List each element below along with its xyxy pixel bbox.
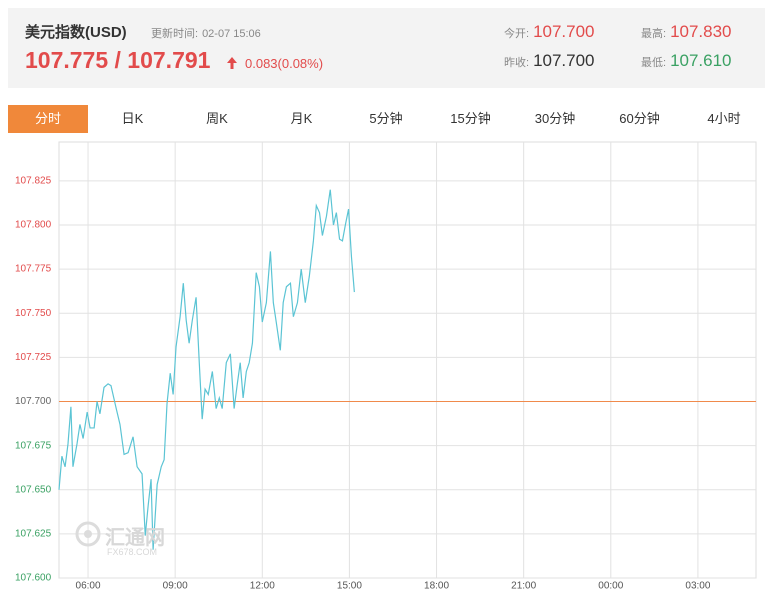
price: 107.775 / 107.791	[25, 47, 211, 73]
tab[interactable]: 5分钟	[369, 111, 403, 126]
title: 美元指数(USD)	[25, 24, 127, 41]
watermark-site: FX678.COM	[107, 547, 158, 557]
plot-frame	[58, 141, 757, 579]
tab[interactable]: 60分钟	[619, 111, 660, 126]
y-tick-label: 107.675	[15, 440, 52, 451]
stat-label: 昨收:	[504, 57, 530, 69]
price-line	[58, 189, 355, 550]
update-label: 更新时间:	[151, 28, 199, 40]
tab[interactable]: 月K	[290, 111, 313, 126]
watermark-logo	[75, 521, 101, 547]
x-tick-label: 03:00	[685, 581, 710, 592]
x-tick-label: 00:00	[598, 581, 623, 592]
x-tick-label: 09:00	[163, 581, 188, 592]
x-tick-label: 18:00	[424, 581, 449, 592]
stat-value: 107.830	[670, 22, 732, 41]
y-tick-label: 107.825	[15, 175, 52, 186]
up-arrow	[227, 57, 237, 69]
stat-value: 107.610	[670, 51, 732, 70]
stat: 昨收: 107.700	[504, 51, 595, 71]
x-tick-label: 06:00	[76, 581, 101, 592]
stat: 今开: 107.700	[504, 22, 595, 42]
watermark-name: 汇通网	[105, 527, 165, 549]
tab[interactable]: 分时	[8, 105, 88, 133]
stat: 最高: 107.830	[641, 22, 732, 42]
x-tick-label: 15:00	[337, 581, 362, 592]
y-tick-label: 107.750	[15, 308, 52, 319]
stat-value: 107.700	[533, 51, 595, 70]
tab-bar: 分时 日K 周K 月K 5分钟 15分钟 30分钟 60分钟 4小时	[8, 105, 765, 133]
stat-value: 107.700	[533, 22, 595, 41]
update-info: 更新时间: 02-07 15:06	[151, 25, 261, 41]
y-tick-label: 107.650	[15, 484, 52, 495]
watermark: 汇通网 FX678.COM	[75, 521, 165, 557]
x-tick-label: 21:00	[511, 581, 536, 592]
stat: 最低: 107.610	[641, 51, 732, 71]
stat-label: 最高:	[641, 28, 667, 40]
y-tick-label: 107.700	[15, 396, 52, 407]
tab[interactable]: 4小时	[707, 111, 741, 126]
y-tick-label: 107.600	[15, 573, 52, 584]
tab[interactable]: 周K	[206, 111, 228, 126]
stat-label: 今开:	[504, 28, 530, 40]
stat-label: 最低:	[641, 57, 667, 69]
x-tick-label: 12:00	[250, 581, 275, 592]
quote-header: 美元指数(USD) 更新时间: 02-07 15:06 107.775 / 107…	[8, 8, 765, 88]
tab[interactable]: 30分钟	[534, 111, 576, 126]
tab[interactable]: 15分钟	[450, 111, 491, 126]
y-tick-label: 107.775	[15, 264, 52, 275]
y-tick-label: 107.725	[15, 352, 52, 363]
update-time: 02-07 15:06	[202, 28, 261, 40]
y-tick-label: 107.800	[15, 220, 52, 231]
change: 0.083(0.08%)	[245, 56, 324, 71]
tab[interactable]: 日K	[121, 111, 144, 126]
y-tick-label: 107.625	[15, 529, 52, 540]
